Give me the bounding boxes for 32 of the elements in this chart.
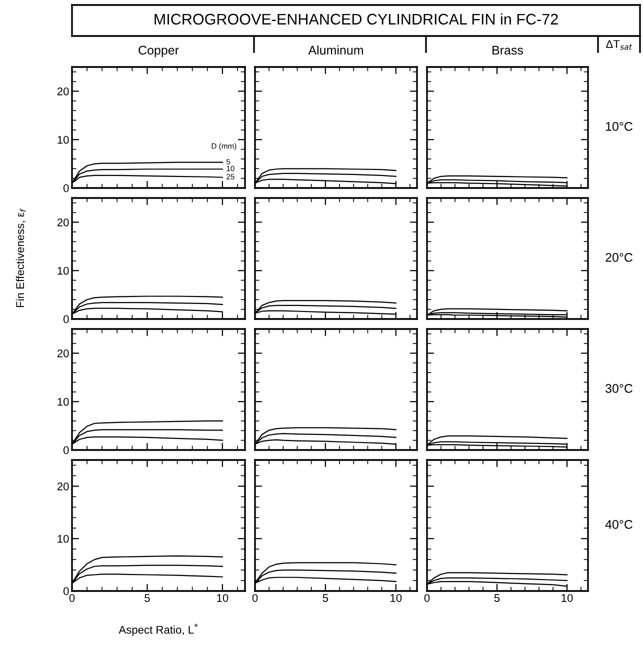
y-tick-label: 20 — [57, 349, 69, 358]
text: MICROGROOVE-ENHANCED CYLINDRICAL FIN in FC-72 — [154, 13, 558, 25]
y-tick-label: 10 — [58, 398, 69, 406]
y-tick-label: 0 — [63, 315, 69, 324]
x-axis-title: Aspect Ratio, L$^{*}$ — [118, 624, 198, 636]
text: 10°C — [606, 122, 632, 131]
x-tick-label: 10 — [217, 594, 228, 602]
y-tick-label: 20 — [57, 218, 69, 226]
y-tick-label: 20 — [57, 482, 69, 490]
text: 20°C — [606, 253, 632, 262]
y-tick-label: 10 — [58, 136, 69, 144]
y-tick-label: 0 — [63, 587, 69, 596]
x-tick-label: 5 — [144, 594, 150, 602]
x-tick-label: 10 — [390, 594, 402, 602]
x-tick-label: 10 — [562, 594, 573, 602]
x-tick-label: 5 — [494, 594, 500, 602]
chart-title: Brass — [492, 46, 524, 55]
y-axis-title: Fin Effectiveness, ε$_{f}$ — [16, 208, 26, 308]
text: 30°C — [606, 384, 632, 393]
x-tick-label: 0 — [424, 594, 430, 602]
text: ΔT$_{sat}$ — [606, 40, 632, 50]
y-tick-label: 0 — [63, 184, 69, 192]
y-tick-label: 0 — [63, 446, 69, 454]
y-tick-label: 10 — [58, 534, 69, 543]
y-tick-label: 20 — [57, 87, 69, 96]
x-tick-label: 5 — [322, 594, 328, 602]
text: 40°C — [605, 520, 632, 529]
chart-title: Copper — [138, 46, 179, 58]
x-tick-label: 0 — [69, 594, 75, 602]
y-tick-label: 10 — [58, 266, 69, 275]
x-tick-label: 0 — [252, 594, 258, 602]
chart-title: Aluminum — [308, 45, 363, 55]
